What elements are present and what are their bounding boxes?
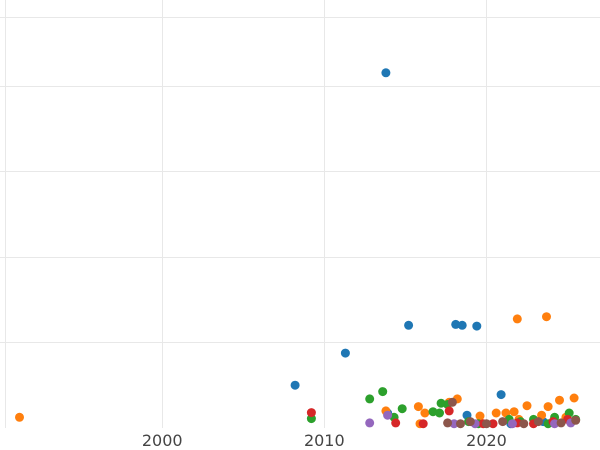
data-point — [488, 419, 498, 429]
data-point — [472, 321, 482, 331]
data-point — [509, 407, 519, 417]
data-point — [365, 394, 375, 404]
data-point — [378, 387, 388, 397]
data-point — [507, 419, 517, 429]
data-point — [381, 68, 391, 78]
data-point — [543, 402, 553, 412]
data-point — [420, 408, 430, 418]
data-point — [418, 419, 428, 429]
x-tick-label: 2020 — [466, 431, 507, 450]
data-point — [290, 380, 300, 390]
data-point — [365, 418, 375, 428]
data-point — [491, 408, 501, 418]
data-point — [444, 406, 454, 416]
data-point — [522, 401, 532, 411]
data-point — [519, 419, 529, 429]
data-point — [306, 408, 316, 418]
data-point — [456, 419, 465, 429]
data-point — [457, 320, 467, 330]
data-point — [383, 410, 393, 420]
data-point — [571, 415, 581, 425]
data-point — [447, 397, 457, 407]
data-point — [465, 417, 475, 427]
grid-lines — [0, 0, 600, 428]
data-point — [569, 393, 579, 403]
data-point — [512, 314, 522, 324]
data-point — [498, 417, 508, 427]
data-point — [556, 418, 566, 428]
data-point — [496, 390, 506, 400]
data-point — [555, 395, 564, 405]
data-point — [482, 419, 491, 429]
x-tick-label: 2010 — [304, 431, 345, 450]
data-point — [533, 417, 543, 427]
data-point — [542, 312, 551, 322]
x-tick-labels: 2000 2010 2020 — [142, 431, 507, 450]
data-point — [15, 412, 24, 422]
data-point — [413, 402, 423, 412]
data-point — [397, 404, 407, 414]
data-point — [404, 320, 414, 330]
data-point — [435, 408, 444, 418]
data-points — [15, 68, 581, 429]
x-tick-label: 2000 — [142, 431, 183, 450]
data-point — [340, 348, 350, 358]
data-point — [443, 418, 453, 428]
data-point — [475, 411, 485, 421]
data-point — [391, 418, 401, 428]
